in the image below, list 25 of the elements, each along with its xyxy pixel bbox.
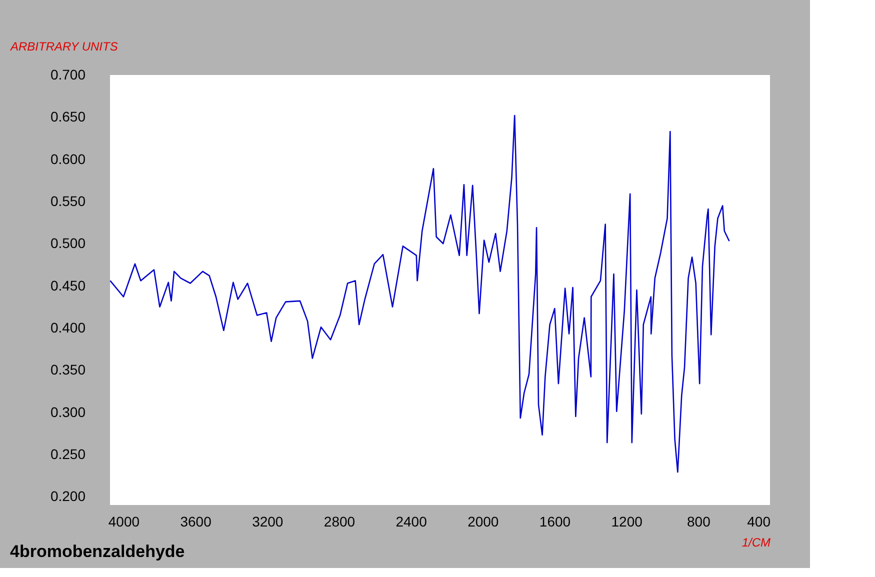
y-tick-label: 0.200 — [50, 488, 86, 504]
y-tick-label: 0.500 — [50, 235, 86, 252]
y-tick-label: 0.450 — [50, 277, 86, 294]
x-tick-label: 4000 — [108, 514, 140, 530]
x-tick-label: 3200 — [252, 514, 284, 530]
x-tick-label: 2800 — [324, 514, 356, 530]
y-tick-label: 0.700 — [50, 66, 86, 82]
y-tick-label: 0.300 — [50, 404, 86, 420]
x-tick-label: 3600 — [180, 514, 212, 530]
x-tick-label: 800 — [686, 514, 711, 530]
line-series — [110, 114, 730, 473]
y-tick-label: 0.400 — [50, 319, 86, 336]
x-tick-label: 1200 — [611, 514, 643, 530]
y-tick-label: 0.250 — [50, 446, 86, 462]
y-tick-label: 0.350 — [50, 362, 86, 378]
x-tick-label: 1600 — [539, 514, 571, 530]
x-axis-title: 1/CM — [742, 536, 770, 550]
x-tick-label: 2400 — [396, 514, 428, 530]
x-tick-label: 400 — [747, 514, 771, 530]
x-tick-label: 2000 — [468, 514, 499, 530]
text: 4bromobenzaldehyde — [10, 542, 185, 561]
y-tick-label: 0.650 — [50, 108, 86, 125]
y-tick-label: 0.600 — [50, 150, 86, 167]
y-axis-title: ARBITRARY UNITS — [10, 40, 118, 54]
y-tick-label: 0.550 — [50, 192, 86, 209]
